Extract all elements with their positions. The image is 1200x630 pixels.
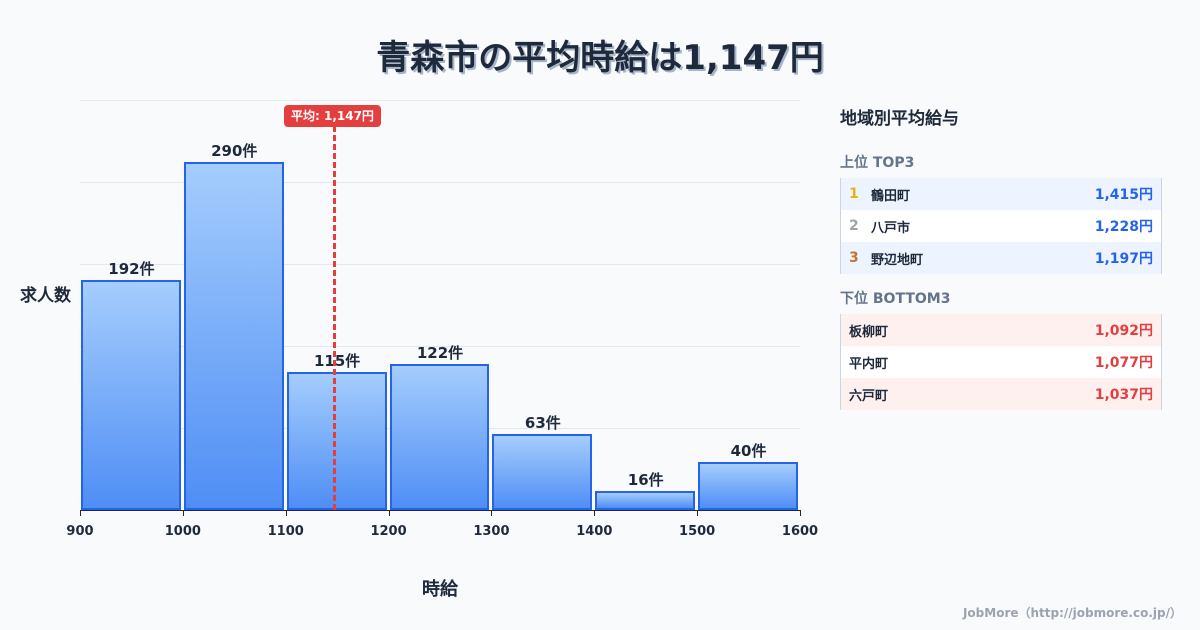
bottom3-list: 板柳町 1,092円 平内町 1,077円 六戸町 1,037円 (840, 314, 1162, 410)
list-item: 2 八戸市 1,228円 (841, 210, 1161, 242)
x-tick-label: 1200 (370, 524, 407, 539)
region-value: 1,077円 (1094, 355, 1153, 371)
region-name: 八戸市 (871, 220, 911, 236)
bar-value-label: 40件 (730, 442, 767, 460)
gridline (80, 346, 800, 347)
histogram-bar (595, 490, 696, 510)
x-tick (182, 510, 184, 516)
region-value: 1,415円 (1094, 187, 1153, 203)
x-tick (697, 510, 699, 516)
list-item: 1 鶴田町 1,415円 (841, 178, 1161, 210)
gridline (80, 100, 800, 101)
bar-value-label: 290件 (211, 142, 258, 160)
panel-title: 地域別平均給与 (840, 109, 959, 129)
bar-value-label: 63件 (524, 414, 561, 433)
bar-value-label: 192件 (108, 259, 155, 278)
list-item: 六戸町 1,037円 (841, 378, 1161, 410)
x-tick-label: 900 (66, 524, 94, 539)
rank-number: 3 (849, 250, 859, 266)
chart-title: 青森市の平均時給は1,147円 (376, 38, 824, 78)
x-tick (491, 510, 493, 516)
x-tick (285, 510, 287, 516)
histogram-chart: 192件 290件 115件 122件 63件 16件 40件 900 1000 1100 120… (20, 100, 819, 600)
bar-value-label: 115件 (313, 352, 361, 370)
x-tick-label: 1100 (267, 524, 304, 539)
x-tick (594, 510, 596, 516)
y-axis-label: 求人数 (20, 286, 71, 306)
region-name: 野辺地町 (871, 252, 924, 268)
rank-number: 1 (849, 186, 859, 202)
top3-list: 1 鶴田町 1,415円 2 八戸市 1,228円 3 野辺地町 1,197円 (840, 178, 1162, 274)
gridline (80, 264, 800, 265)
x-tick-label: 1000 (164, 524, 201, 539)
regional-salary-panel: 地域別平均給与 上位 TOP3 1 鶴田町 1,415円 2 八戸市 1,228… (840, 100, 1162, 410)
list-item: 板柳町 1,092円 (841, 314, 1161, 346)
histogram-bar (698, 462, 798, 510)
histogram-bar (389, 363, 490, 510)
bottom3-title: 下位 BOTTOM3 (840, 291, 951, 307)
region-value: 1,197円 (1094, 251, 1153, 267)
list-item: 平内町 1,077円 (841, 346, 1161, 378)
histogram-bar (81, 279, 181, 510)
x-tick-label: 1300 (473, 524, 510, 539)
x-tick-label: 1400 (576, 524, 613, 539)
region-name: 鶴田町 (871, 188, 911, 204)
average-line (333, 126, 336, 510)
region-value: 1,092円 (1094, 323, 1153, 339)
top3-title: 上位 TOP3 (840, 155, 915, 171)
x-tick-label: 1500 (679, 524, 716, 539)
list-item: 3 野辺地町 1,197円 (841, 242, 1161, 274)
histogram-bar (492, 434, 593, 510)
x-tick-label: 1600 (781, 524, 819, 539)
bar-value-label: 16件 (627, 470, 664, 489)
histogram-bar (183, 162, 284, 510)
x-tick (800, 510, 801, 516)
x-tick (388, 510, 390, 516)
gridline (80, 182, 800, 183)
x-axis-label: 時給 (422, 579, 458, 600)
region-name: 板柳町 (849, 324, 889, 340)
x-axis (80, 510, 800, 511)
histogram-bar (286, 372, 387, 510)
average-badge: 平均: 1,147円 (284, 105, 381, 127)
bar-value-label: 122件 (416, 343, 464, 362)
footer-credit: JobMore（http://jobmore.co.jp/） (962, 606, 1182, 620)
region-name: 六戸町 (849, 388, 889, 404)
rank-number: 2 (849, 218, 859, 234)
region-name: 平内町 (849, 356, 889, 372)
x-tick (80, 510, 81, 516)
region-value: 1,228円 (1094, 219, 1153, 235)
region-value: 1,037円 (1094, 387, 1153, 403)
